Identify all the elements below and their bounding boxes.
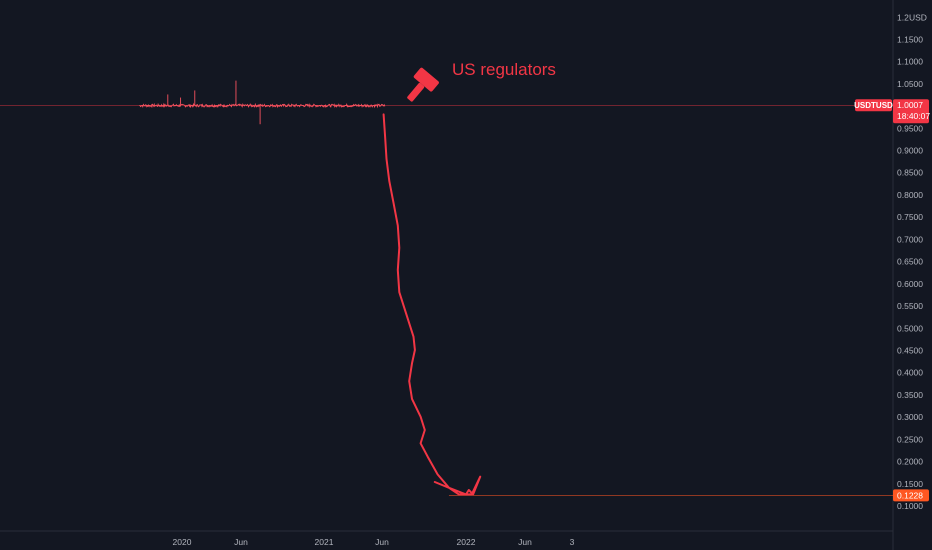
x-tick-label: Jun	[375, 537, 389, 547]
y-tick-label: 0.2000	[897, 457, 923, 467]
y-tick-label: 1.1000	[897, 57, 923, 67]
y-tick-label: 0.4500	[897, 346, 923, 356]
y-tick-label: 0.4000	[897, 368, 923, 378]
symbol-label: USDTUSD	[854, 101, 893, 110]
symbol-tag	[855, 99, 892, 112]
y-tick-label: 0.5000	[897, 323, 923, 333]
y-tick-label: 0.9000	[897, 146, 923, 156]
last-price-value: 1.0007	[897, 100, 923, 110]
y-tick-label: 0.8000	[897, 190, 923, 200]
y-tick-label: 0.1000	[897, 501, 923, 511]
gavel-icon	[407, 67, 439, 102]
y-tick-label: 0.2500	[897, 434, 923, 444]
x-tick-label: 3	[570, 537, 575, 547]
y-tick-label: 0.6500	[897, 257, 923, 267]
bar-countdown: 18:40:07	[897, 111, 930, 121]
y-tick-label: 0.7000	[897, 234, 923, 244]
x-tick-label: Jun	[518, 537, 532, 547]
y-tick-label: 0.8500	[897, 168, 923, 178]
price-axis-top-label: 1.2 USD	[897, 13, 927, 23]
x-tick-label: 2021	[315, 537, 334, 547]
target-price-tag	[893, 489, 929, 502]
y-currency-label: USD	[909, 13, 927, 23]
drawn-projection-line	[382, 113, 482, 496]
y-tick-label: 1.1500	[897, 34, 923, 44]
price-series-line	[139, 102, 386, 109]
y-tick-label: 1.0500	[897, 79, 923, 89]
y-top-value: 1.2	[897, 13, 909, 23]
y-tick-label: 0.5500	[897, 301, 923, 311]
gavel-head	[413, 67, 439, 92]
x-tick-label: Jun	[234, 537, 248, 547]
y-tick-label: 0.9500	[897, 123, 923, 133]
y-tick-label: 0.7500	[897, 212, 923, 222]
y-tick-label: 0.6000	[897, 279, 923, 289]
x-tick-label: 2022	[457, 537, 476, 547]
gavel-handle	[407, 82, 425, 102]
annotation-text: US regulators	[452, 60, 556, 79]
y-tick-label: 0.3500	[897, 390, 923, 400]
last-price-tag	[893, 99, 929, 124]
y-tick-label: 0.3000	[897, 412, 923, 422]
x-tick-label: 2020	[173, 537, 192, 547]
y-tick-label: 0.1500	[897, 479, 923, 489]
target-price-value: 0.1228	[897, 490, 923, 500]
